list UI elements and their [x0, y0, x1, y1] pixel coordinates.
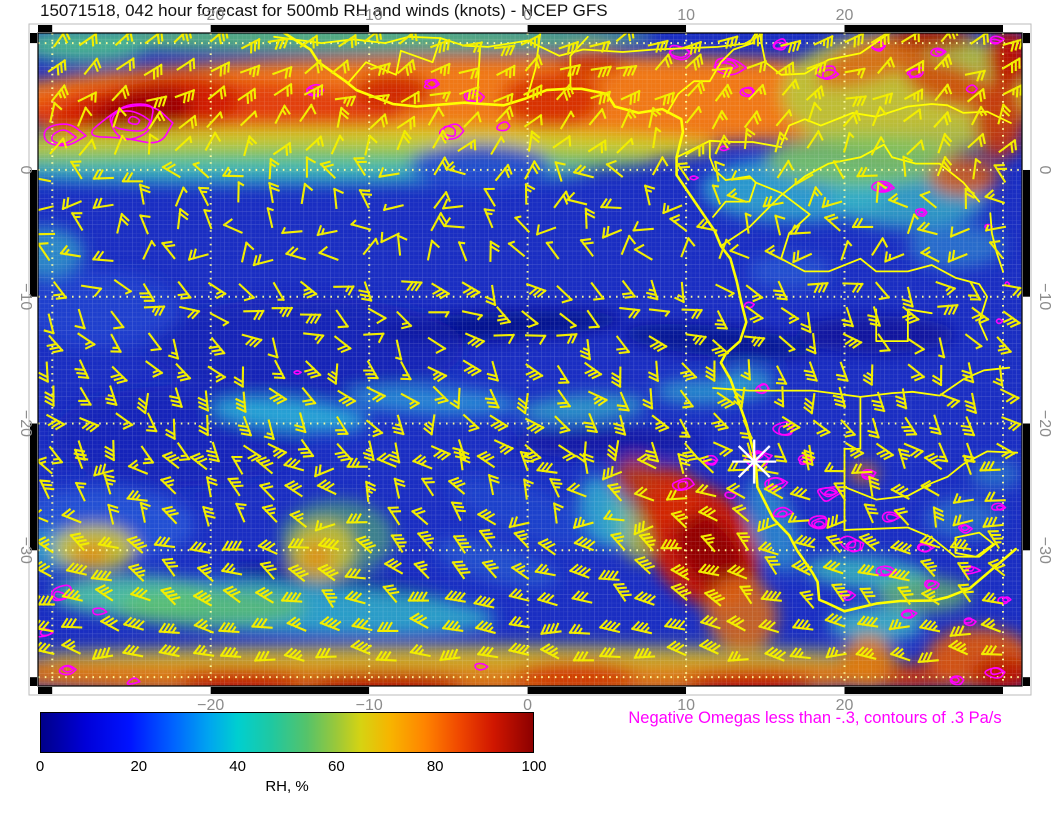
lat-tick-left: −10	[17, 283, 34, 310]
lon-tick-top: −20	[197, 7, 224, 24]
lon-tick-top: 20	[836, 7, 854, 24]
lon-tick-bottom: 10	[677, 697, 695, 714]
africa-coastline	[281, 33, 1017, 613]
lon-tick-top: −10	[356, 7, 383, 24]
border-river-line	[780, 103, 1012, 146]
border-river-line	[569, 35, 589, 90]
colorbar-tick: 0	[35, 758, 45, 775]
outer-frame	[28, 23, 1032, 696]
lat-tick-right: −20	[1036, 410, 1053, 437]
colorbar-axis-label: RH, %	[265, 778, 309, 795]
lon-tick-bottom: −20	[197, 697, 224, 714]
graticule	[38, 33, 1022, 686]
border-river-line	[843, 396, 862, 531]
border-river-line	[720, 143, 981, 247]
station-marker-asterisk	[732, 439, 777, 484]
lat-tick-left: 0	[17, 165, 34, 174]
colorbar-tick: 80	[426, 758, 444, 775]
border-river-line	[875, 308, 933, 342]
axis-tick-labels: −20 −20 −10 −10 0 0 10 10 20 20 0 0 −10 −10 −20 −20 −30 −…	[17, 7, 1053, 714]
rh-colorbar	[40, 712, 534, 753]
omega-annotation: Negative Omegas less than -.3, contours …	[628, 709, 1002, 727]
border-river-line	[954, 531, 995, 558]
lon-tick-bottom: 0	[523, 697, 532, 714]
map-content	[38, 33, 1022, 686]
omega-contours	[38, 35, 1012, 686]
border-river-line	[843, 450, 1019, 501]
lat-tick-left: −30	[17, 537, 34, 564]
map-border	[37, 32, 1023, 687]
border-river-line	[666, 33, 759, 114]
frame-degree-bands	[30, 25, 1030, 694]
colorbar-tick: 100	[521, 758, 547, 775]
colorbar-tick: 40	[229, 758, 246, 775]
lat-tick-right: −10	[1036, 283, 1053, 310]
lat-tick-right: 0	[1036, 165, 1053, 174]
lon-tick-top: 10	[677, 7, 695, 24]
lon-tick-bottom: −10	[356, 697, 383, 714]
lon-tick-bottom: 20	[836, 697, 854, 714]
grid-texture-coarse	[38, 33, 1022, 686]
lat-tick-right: −30	[1036, 537, 1053, 564]
lat-tick-left: −20	[17, 410, 34, 437]
page-title: 15071518, 042 hour forecast for 500mb RH…	[40, 1, 608, 20]
border-river-line	[843, 526, 996, 558]
colorbar-tick: 60	[328, 758, 345, 775]
lon-tick-top: 0	[523, 7, 532, 24]
colorbar-tick: 20	[130, 758, 148, 775]
border-river-line	[347, 37, 442, 84]
